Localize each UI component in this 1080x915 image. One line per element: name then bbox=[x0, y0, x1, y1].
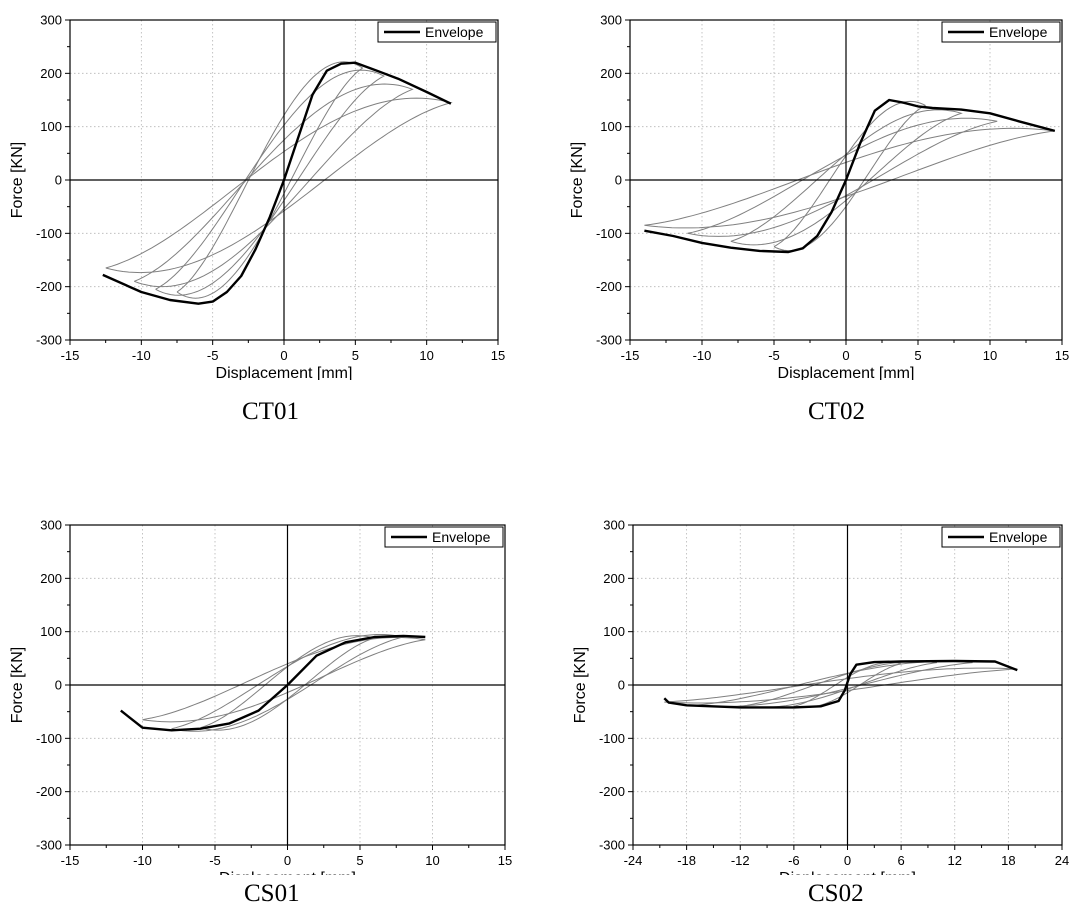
chart-3-x-tick-label: 24 bbox=[1055, 853, 1069, 868]
chart-3-y-tick-label: 200 bbox=[603, 571, 625, 586]
chart-1-y-tick-label: 300 bbox=[600, 13, 622, 28]
chart-3-y-tick-label: 100 bbox=[603, 624, 625, 639]
caption-cs01: CS01 bbox=[244, 880, 300, 907]
chart-3-x-tick-label: 18 bbox=[1001, 853, 1015, 868]
chart-1-x-tick-label: 15 bbox=[1055, 348, 1069, 363]
chart-0-y-tick-label: -300 bbox=[36, 333, 62, 348]
chart-3-y-tick-label: -100 bbox=[599, 731, 625, 746]
chart-0-y-tick-label: 0 bbox=[55, 173, 62, 188]
chart-3-legend-box bbox=[941, 526, 1061, 548]
chart-2-y-tick-label: 200 bbox=[40, 571, 62, 586]
chart-1-series-envelope-line bbox=[644, 98, 1056, 254]
chart-1-x-tick-label: 10 bbox=[983, 348, 997, 363]
chart-3-x-tick-label: -6 bbox=[788, 853, 800, 868]
chart-2-legend-box bbox=[384, 526, 504, 548]
chart-0-hysteresis-loop-1 bbox=[155, 69, 385, 296]
chart-2-x-tick-label: -15 bbox=[61, 853, 80, 868]
chart-1-y-tick-label: 100 bbox=[600, 119, 622, 134]
chart-0-x-tick-label: 0 bbox=[280, 348, 287, 363]
chart-2-y-axis-title: Force [KN] bbox=[9, 647, 26, 723]
chart-1-y-axis-title: Force [KN] bbox=[569, 142, 586, 218]
chart-1-hysteresis-loop-1 bbox=[730, 109, 963, 246]
caption-ct01: CT01 bbox=[242, 398, 299, 425]
chart-1-y-tick-label: -100 bbox=[596, 226, 622, 241]
chart-2-y-tick-label: -200 bbox=[36, 784, 62, 799]
chart-3-legend-label: Envelope bbox=[989, 529, 1048, 545]
chart-0-series-envelope-line bbox=[102, 61, 452, 305]
chart-2-y-tick-label: -100 bbox=[36, 731, 62, 746]
chart-2-legend-label: Envelope bbox=[432, 529, 491, 545]
chart-2-x-tick-label: 0 bbox=[284, 853, 291, 868]
chart-1-hysteresis-loop-0 bbox=[773, 100, 927, 252]
chart-2-x-tick-label: -10 bbox=[133, 853, 152, 868]
chart-3-series-envelope-line bbox=[663, 659, 1018, 709]
chart-3-y-tick-label: 0 bbox=[618, 678, 625, 693]
chart-2-y-tick-label: -300 bbox=[36, 838, 62, 853]
chart-0-hysteresis-loop-2 bbox=[134, 83, 414, 288]
chart-1-x-tick-label: 5 bbox=[914, 348, 921, 363]
chart-2-x-tick-label: 15 bbox=[498, 853, 512, 868]
chart-0-y-tick-label: 100 bbox=[40, 119, 62, 134]
chart-1-y-tick-label: 0 bbox=[615, 173, 622, 188]
chart-3-x-tick-label: -12 bbox=[731, 853, 750, 868]
caption-ct02: CT02 bbox=[808, 398, 865, 425]
chart-0-y-axis-title: Force [KN] bbox=[9, 142, 26, 218]
chart-3-y-tick-label: -200 bbox=[599, 784, 625, 799]
chart-0-x-tick-label: -5 bbox=[207, 348, 219, 363]
chart-0-legend-box bbox=[377, 21, 497, 43]
chart-3-hysteresis-loop-1 bbox=[740, 660, 937, 708]
chart-1-x-tick-label: -15 bbox=[621, 348, 640, 363]
chart-1-x-axis-title: Displacement [mm] bbox=[778, 365, 915, 380]
chart-ct02: -15 -10 -5 0 5 10 15 -300 -200 -100 0 100 200 300 Disp… bbox=[569, 13, 1069, 381]
chart-2-x-tick-label: 10 bbox=[425, 853, 439, 868]
chart-1-x-tick-label: 0 bbox=[842, 348, 849, 363]
chart-0-y-tick-label: -200 bbox=[36, 279, 62, 294]
chart-3-y-tick-label: 300 bbox=[603, 518, 625, 533]
chart-2-y-tick-label: 0 bbox=[55, 678, 62, 693]
chart-3-x-tick-label: 0 bbox=[844, 853, 851, 868]
chart-3-y-axis-title: Force [KN] bbox=[572, 647, 589, 723]
caption-cs02: CS02 bbox=[808, 880, 864, 907]
chart-0-x-tick-label: 15 bbox=[491, 348, 505, 363]
chart-3-x-tick-label: 6 bbox=[898, 853, 905, 868]
chart-0-y-tick-label: 200 bbox=[40, 66, 62, 81]
chart-cs01: -15 -10 -5 0 5 10 15 -300 -200 -100 0 100 200 300 Disp… bbox=[9, 518, 512, 876]
chart-2-series-envelope-line bbox=[120, 634, 426, 732]
chart-0-x-axis-title: Displacement [mm] bbox=[216, 365, 353, 380]
chart-1-y-tick-label: 200 bbox=[600, 66, 622, 81]
chart-2-x-tick-label: -5 bbox=[209, 853, 221, 868]
chart-0-y-tick-label: 300 bbox=[40, 13, 62, 28]
chart-3-x-tick-label: 12 bbox=[948, 853, 962, 868]
chart-1-x-tick-label: -10 bbox=[693, 348, 712, 363]
chart-0-hysteresis-loop-0 bbox=[176, 61, 364, 299]
chart-1-y-tick-label: -200 bbox=[596, 279, 622, 294]
chart-3-x-tick-label: -18 bbox=[677, 853, 696, 868]
chart-0-x-tick-label: 10 bbox=[419, 348, 433, 363]
chart-ct01: -15 -10 -5 0 5 10 15 -300 -200 -100 0 100 200 300 Disp… bbox=[9, 13, 505, 381]
chart-1-legend-box bbox=[941, 21, 1061, 43]
chart-0-x-tick-label: 5 bbox=[352, 348, 359, 363]
chart-3-x-tick-label: -24 bbox=[624, 853, 643, 868]
chart-3-x-axis-title: Displacement [mm] bbox=[779, 870, 916, 875]
chart-0-y-tick-label: -100 bbox=[36, 226, 62, 241]
chart-1-hysteresis-loop-2 bbox=[687, 117, 998, 237]
chart-1-legend-label: Envelope bbox=[989, 24, 1048, 40]
chart-0-x-tick-label: -15 bbox=[61, 348, 80, 363]
chart-1-x-tick-label: -5 bbox=[768, 348, 780, 363]
chart-cs02: -24 -18 -12 -6 0 6 12 18 24 -300 -200 -100 0 100 200 30… bbox=[572, 518, 1069, 876]
chart-2-y-tick-label: 100 bbox=[40, 624, 62, 639]
chart-3-y-tick-label: -300 bbox=[599, 838, 625, 853]
chart-1-hysteresis-loop-3 bbox=[644, 127, 1055, 229]
chart-0-legend-label: Envelope bbox=[425, 24, 484, 40]
chart-2-hysteresis-loop-2 bbox=[142, 637, 426, 723]
chart-2-y-tick-label: 300 bbox=[40, 518, 62, 533]
chart-2-x-tick-label: 5 bbox=[356, 853, 363, 868]
chart-0-x-tick-label: -10 bbox=[132, 348, 151, 363]
chart-2-x-axis-title: Displacement [mm] bbox=[219, 870, 356, 875]
chart-1-y-tick-label: -300 bbox=[596, 333, 622, 348]
